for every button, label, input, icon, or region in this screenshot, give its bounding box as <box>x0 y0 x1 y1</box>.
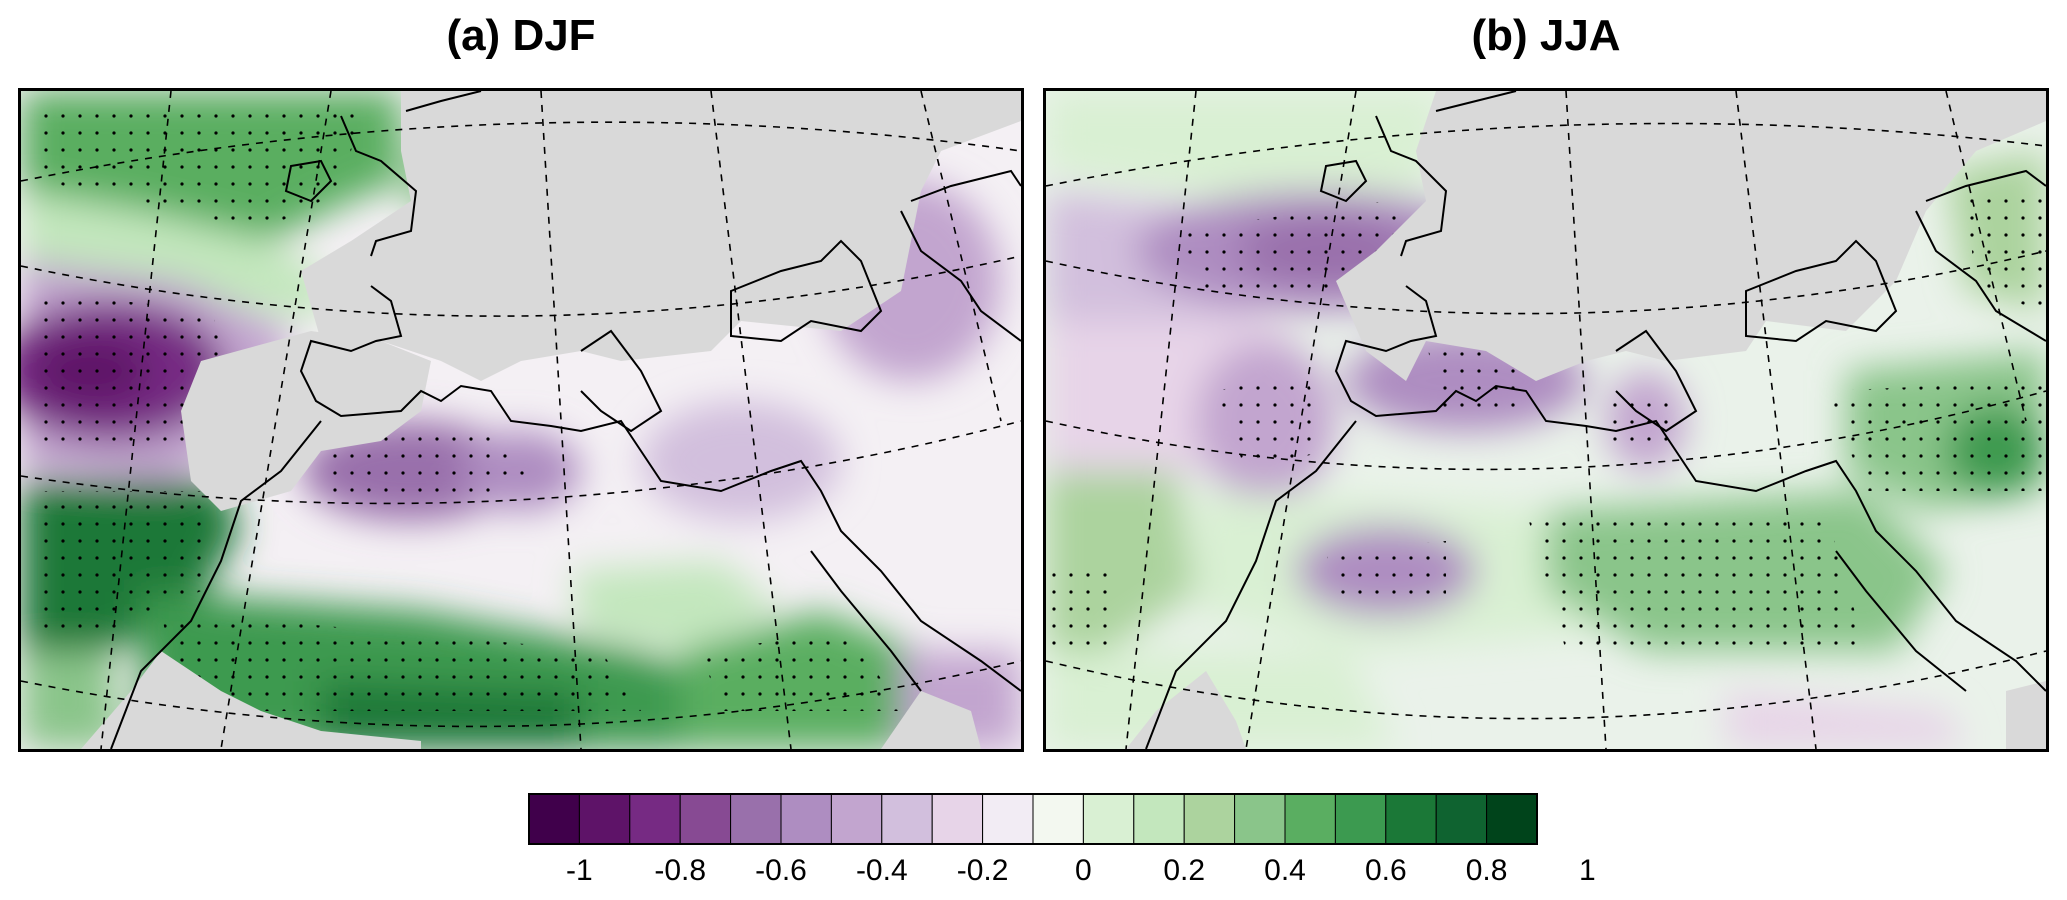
land-mask-djf <box>81 91 1021 749</box>
colorbar-swatch <box>1284 793 1336 845</box>
map-panel-jja <box>1043 88 2049 752</box>
colorbar-tick-label: -0.8 <box>654 854 706 887</box>
colorbar-swatches <box>528 793 1538 845</box>
colorbar-swatch <box>1486 793 1538 845</box>
map-panel-djf <box>18 88 1024 752</box>
map-djf <box>21 91 1021 749</box>
colorbar-swatch <box>982 793 1034 845</box>
panel-b-title: (b) JJA <box>1471 11 1621 60</box>
colorbar-swatch <box>528 793 580 845</box>
land-mask-jja <box>1126 91 2046 749</box>
coastline-jja <box>1145 91 2046 749</box>
colorbar-swatch <box>730 793 782 845</box>
colorbar-swatch <box>1234 793 1286 845</box>
colorbar-swatch <box>780 793 832 845</box>
panel-a-title: (a) DJF <box>446 11 596 60</box>
colorbar-tick-label: -0.2 <box>957 854 1009 887</box>
colorbar-frame <box>528 793 1538 845</box>
colorbar-tick-label: -1 <box>566 854 593 887</box>
significance-stippling-djf <box>31 111 901 711</box>
colorbar-tick-label: -0.4 <box>856 854 908 887</box>
colorbar-tick-label: -0.6 <box>755 854 807 887</box>
colorbar-swatch <box>679 793 732 845</box>
graticule-djf <box>21 91 1021 749</box>
coastline-djf <box>110 91 1021 749</box>
colorbar-swatch <box>881 793 933 845</box>
colorbar-tick-label: 0.8 <box>1466 854 1508 887</box>
colorbar-swatch <box>830 793 883 845</box>
colorbar-tick-label: 0.4 <box>1264 854 1306 887</box>
colorbar-swatch <box>1435 793 1488 845</box>
significance-stippling-jja <box>1046 191 2046 651</box>
colorbar-tick-label: 0 <box>1075 854 1092 887</box>
colorbar-tick-label: 0.2 <box>1163 854 1205 887</box>
graticule-jja <box>1046 91 2046 749</box>
map-jja <box>1046 91 2046 749</box>
colorbar-tick-label: 0.6 <box>1365 854 1407 887</box>
colorbar-swatch <box>931 793 984 845</box>
colorbar-tick-labels: -1 -0.8 -0.6 -0.4 -0.2 0 0.2 0.4 0.6 0.8 1 <box>566 854 1596 887</box>
colorbar-swatch <box>1133 793 1185 845</box>
colorbar-swatch <box>1385 793 1437 845</box>
colorbar-tick-label: 1 <box>1579 854 1596 887</box>
colorbar-swatch <box>1334 793 1387 845</box>
colorbar-swatch <box>629 793 681 845</box>
colorbar-swatch <box>1032 793 1084 845</box>
colorbar-swatch <box>1183 793 1236 845</box>
colorbar-swatch <box>1082 793 1135 845</box>
colorbar-swatch <box>578 793 631 845</box>
